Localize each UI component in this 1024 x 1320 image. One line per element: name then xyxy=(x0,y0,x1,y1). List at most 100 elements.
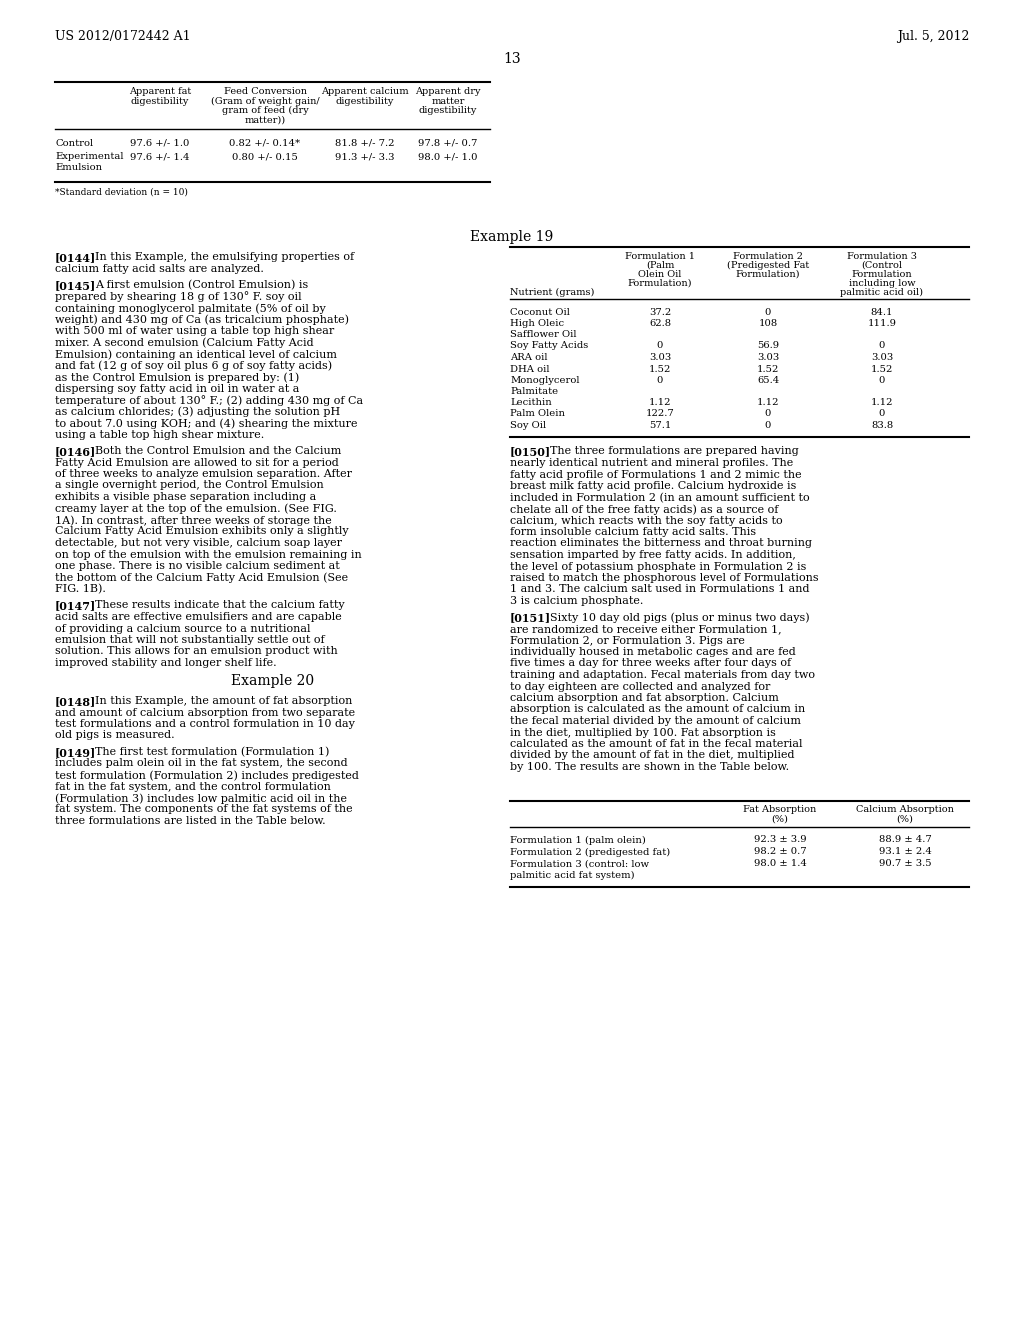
Text: improved stability and longer shelf life.: improved stability and longer shelf life… xyxy=(55,657,276,668)
Text: Soy Fatty Acids: Soy Fatty Acids xyxy=(510,342,588,351)
Text: fat in the fat system, and the control formulation: fat in the fat system, and the control f… xyxy=(55,781,331,792)
Text: 0: 0 xyxy=(656,376,664,385)
Text: ARA oil: ARA oil xyxy=(510,352,548,362)
Text: prepared by shearing 18 g of 130° F. soy oil: prepared by shearing 18 g of 130° F. soy… xyxy=(55,292,302,302)
Text: by 100. The results are shown in the Table below.: by 100. The results are shown in the Tab… xyxy=(510,762,790,772)
Text: 3.03: 3.03 xyxy=(870,352,893,362)
Text: 13: 13 xyxy=(503,51,521,66)
Text: as the Control Emulsion is prepared by: (1): as the Control Emulsion is prepared by: … xyxy=(55,372,299,383)
Text: 98.0 +/- 1.0: 98.0 +/- 1.0 xyxy=(418,152,478,161)
Text: gram of feed (dry: gram of feed (dry xyxy=(221,106,308,115)
Text: 0: 0 xyxy=(765,421,771,430)
Text: Soy Oil: Soy Oil xyxy=(510,421,546,430)
Text: Jul. 5, 2012: Jul. 5, 2012 xyxy=(897,30,969,44)
Text: test formulations and a control formulation in 10 day: test formulations and a control formulat… xyxy=(55,719,355,729)
Text: (Control: (Control xyxy=(861,261,902,271)
Text: Coconut Oil: Coconut Oil xyxy=(510,308,570,317)
Text: on top of the emulsion with the emulsion remaining in: on top of the emulsion with the emulsion… xyxy=(55,549,361,560)
Text: 0: 0 xyxy=(765,308,771,317)
Text: A first emulsion (Control Emulsion) is: A first emulsion (Control Emulsion) is xyxy=(95,280,308,290)
Text: of three weeks to analyze emulsion separation. After: of three weeks to analyze emulsion separ… xyxy=(55,469,352,479)
Text: absorption is calculated as the amount of calcium in: absorption is calculated as the amount o… xyxy=(510,705,805,714)
Text: Experimental: Experimental xyxy=(55,152,124,161)
Text: Formulation 3: Formulation 3 xyxy=(847,252,918,261)
Text: in the diet, multiplied by 100. Fat absorption is: in the diet, multiplied by 100. Fat abso… xyxy=(510,727,776,738)
Text: 0.80 +/- 0.15: 0.80 +/- 0.15 xyxy=(232,152,298,161)
Text: dispersing soy fatty acid in oil in water at a: dispersing soy fatty acid in oil in wate… xyxy=(55,384,299,393)
Text: High Oleic: High Oleic xyxy=(510,319,564,329)
Text: test formulation (Formulation 2) includes predigested: test formulation (Formulation 2) include… xyxy=(55,770,358,780)
Text: 122.7: 122.7 xyxy=(645,409,675,418)
Text: five times a day for three weeks after four days of: five times a day for three weeks after f… xyxy=(510,659,792,668)
Text: 0: 0 xyxy=(879,409,885,418)
Text: 1.52: 1.52 xyxy=(870,364,893,374)
Text: 88.9 ± 4.7: 88.9 ± 4.7 xyxy=(879,836,932,845)
Text: (%): (%) xyxy=(897,814,913,824)
Text: Formulation 3 (control: low: Formulation 3 (control: low xyxy=(510,859,649,869)
Text: In this Example, the emulsifying properties of: In this Example, the emulsifying propert… xyxy=(95,252,354,261)
Text: detectable, but not very visible, calcium soap layer: detectable, but not very visible, calciu… xyxy=(55,539,342,548)
Text: In this Example, the amount of fat absorption: In this Example, the amount of fat absor… xyxy=(95,696,352,706)
Text: 108: 108 xyxy=(759,319,777,329)
Text: FIG. 1B).: FIG. 1B). xyxy=(55,583,105,594)
Text: 83.8: 83.8 xyxy=(870,421,893,430)
Text: as calcium chlorides; (3) adjusting the solution pH: as calcium chlorides; (3) adjusting the … xyxy=(55,407,340,417)
Text: Palm Olein: Palm Olein xyxy=(510,409,565,418)
Text: 98.0 ± 1.4: 98.0 ± 1.4 xyxy=(754,859,807,869)
Text: Apparent calcium: Apparent calcium xyxy=(322,87,409,96)
Text: Formulation 2, or Formulation 3. Pigs are: Formulation 2, or Formulation 3. Pigs ar… xyxy=(510,635,744,645)
Text: [0145]: [0145] xyxy=(55,280,96,290)
Text: breast milk fatty acid profile. Calcium hydroxide is: breast milk fatty acid profile. Calcium … xyxy=(510,480,797,491)
Text: Formulation): Formulation) xyxy=(628,279,692,288)
Text: [0146]: [0146] xyxy=(55,446,96,457)
Text: with 500 ml of water using a table top high shear: with 500 ml of water using a table top h… xyxy=(55,326,334,337)
Text: Calcium Absorption: Calcium Absorption xyxy=(856,805,954,814)
Text: 0: 0 xyxy=(879,342,885,351)
Text: matter: matter xyxy=(431,96,465,106)
Text: 1.12: 1.12 xyxy=(757,399,779,407)
Text: 62.8: 62.8 xyxy=(649,319,671,329)
Text: 1.12: 1.12 xyxy=(649,399,672,407)
Text: old pigs is measured.: old pigs is measured. xyxy=(55,730,175,741)
Text: Formulation): Formulation) xyxy=(736,271,800,279)
Text: Feed Conversion: Feed Conversion xyxy=(223,87,306,96)
Text: calcium, which reacts with the soy fatty acids to: calcium, which reacts with the soy fatty… xyxy=(510,516,782,525)
Text: acid salts are effective emulsifiers and are capable: acid salts are effective emulsifiers and… xyxy=(55,612,342,622)
Text: of providing a calcium source to a nutritional: of providing a calcium source to a nutri… xyxy=(55,623,310,634)
Text: Example 20: Example 20 xyxy=(231,675,314,689)
Text: the bottom of the Calcium Fatty Acid Emulsion (See: the bottom of the Calcium Fatty Acid Emu… xyxy=(55,573,348,583)
Text: The three formulations are prepared having: The three formulations are prepared havi… xyxy=(550,446,799,457)
Text: included in Formulation 2 (in an amount sufficient to: included in Formulation 2 (in an amount … xyxy=(510,492,810,503)
Text: Apparent fat: Apparent fat xyxy=(129,87,191,96)
Text: creamy layer at the top of the emulsion. (See FIG.: creamy layer at the top of the emulsion.… xyxy=(55,503,337,513)
Text: and fat (12 g of soy oil plus 6 g of soy fatty acids): and fat (12 g of soy oil plus 6 g of soy… xyxy=(55,360,332,371)
Text: including low: including low xyxy=(849,279,915,288)
Text: 3.03: 3.03 xyxy=(757,352,779,362)
Text: Formulation 1 (palm olein): Formulation 1 (palm olein) xyxy=(510,836,646,845)
Text: the fecal material divided by the amount of calcium: the fecal material divided by the amount… xyxy=(510,715,801,726)
Text: containing monoglycerol palmitate (5% of oil by: containing monoglycerol palmitate (5% of… xyxy=(55,304,326,314)
Text: 65.4: 65.4 xyxy=(757,376,779,385)
Text: 92.3 ± 3.9: 92.3 ± 3.9 xyxy=(754,836,806,845)
Text: fat system. The components of the fat systems of the: fat system. The components of the fat sy… xyxy=(55,804,352,814)
Text: [0147]: [0147] xyxy=(55,601,96,611)
Text: 3.03: 3.03 xyxy=(649,352,671,362)
Text: Apparent dry: Apparent dry xyxy=(416,87,480,96)
Text: DHA oil: DHA oil xyxy=(510,364,550,374)
Text: nearly identical nutrient and mineral profiles. The: nearly identical nutrient and mineral pr… xyxy=(510,458,794,469)
Text: palmitic acid fat system): palmitic acid fat system) xyxy=(510,870,635,879)
Text: Example 19: Example 19 xyxy=(470,230,554,244)
Text: These results indicate that the calcium fatty: These results indicate that the calcium … xyxy=(95,601,345,610)
Text: 97.8 +/- 0.7: 97.8 +/- 0.7 xyxy=(419,139,477,148)
Text: weight) and 430 mg of Ca (as tricalcium phosphate): weight) and 430 mg of Ca (as tricalcium … xyxy=(55,314,349,325)
Text: 1.52: 1.52 xyxy=(757,364,779,374)
Text: emulsion that will not substantially settle out of: emulsion that will not substantially set… xyxy=(55,635,325,645)
Text: digestibility: digestibility xyxy=(131,96,189,106)
Text: The first test formulation (Formulation 1): The first test formulation (Formulation … xyxy=(95,747,330,758)
Text: (Formulation 3) includes low palmitic acid oil in the: (Formulation 3) includes low palmitic ac… xyxy=(55,793,347,804)
Text: are randomized to receive either Formulation 1,: are randomized to receive either Formula… xyxy=(510,624,781,634)
Text: Both the Control Emulsion and the Calcium: Both the Control Emulsion and the Calciu… xyxy=(95,446,341,455)
Text: Control: Control xyxy=(55,139,93,148)
Text: calculated as the amount of fat in the fecal material: calculated as the amount of fat in the f… xyxy=(510,739,803,748)
Text: US 2012/0172442 A1: US 2012/0172442 A1 xyxy=(55,30,190,44)
